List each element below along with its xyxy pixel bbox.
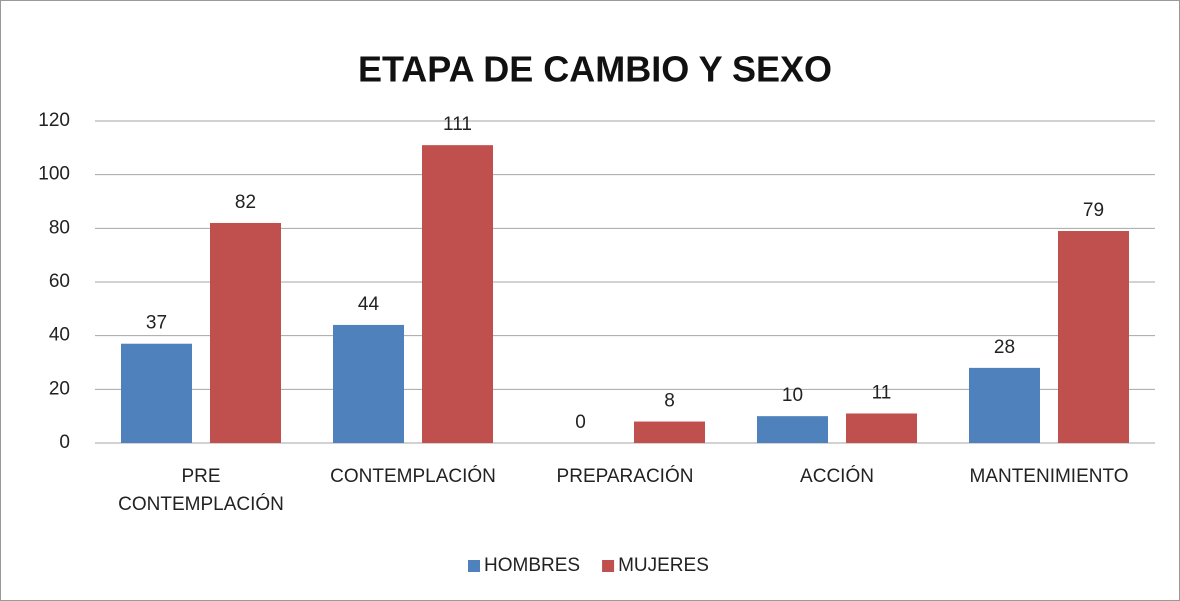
y-tick-label: 120 — [38, 110, 70, 131]
y-tick-label: 80 — [49, 217, 70, 238]
y-tick-label: 40 — [49, 325, 70, 346]
legend-label: MUJERES — [618, 555, 709, 576]
x-tick-label: PREPARACIÓN — [556, 466, 694, 487]
bar — [333, 324, 404, 443]
data-label: 28 — [994, 337, 1015, 358]
bar — [1058, 231, 1129, 443]
x-tick-label: MANTENIMIENTO — [969, 466, 1129, 487]
bar — [634, 421, 705, 443]
bar — [757, 416, 828, 443]
legend-label: HOMBRES — [484, 555, 580, 576]
data-label: 8 — [664, 391, 675, 412]
y-tick-label: 60 — [49, 271, 70, 292]
x-tick-label: CONTEMPLACIÓN — [330, 466, 496, 487]
data-label: 82 — [235, 192, 256, 213]
y-tick-label: 0 — [59, 432, 70, 453]
data-label: 0 — [575, 412, 586, 433]
chart-title: ETAPA DE CAMBIO Y SEXO — [358, 49, 832, 90]
data-label: 10 — [782, 385, 803, 406]
bar — [969, 367, 1040, 443]
data-label: 37 — [146, 313, 167, 334]
data-label: 111 — [443, 114, 472, 135]
bar — [210, 222, 281, 443]
data-label: 44 — [358, 294, 380, 315]
data-label: 11 — [872, 382, 892, 403]
bar — [846, 413, 917, 443]
y-tick-label: 20 — [49, 378, 70, 399]
legend-swatch — [468, 560, 480, 572]
x-tick-label: PRE CONTEMPLACIÓN — [118, 466, 284, 515]
y-tick-label: 100 — [38, 164, 70, 185]
x-tick-label: ACCIÓN — [800, 466, 874, 487]
data-label: 79 — [1083, 200, 1104, 221]
legend-swatch — [602, 560, 615, 572]
bar — [121, 343, 192, 443]
bar — [422, 145, 493, 443]
